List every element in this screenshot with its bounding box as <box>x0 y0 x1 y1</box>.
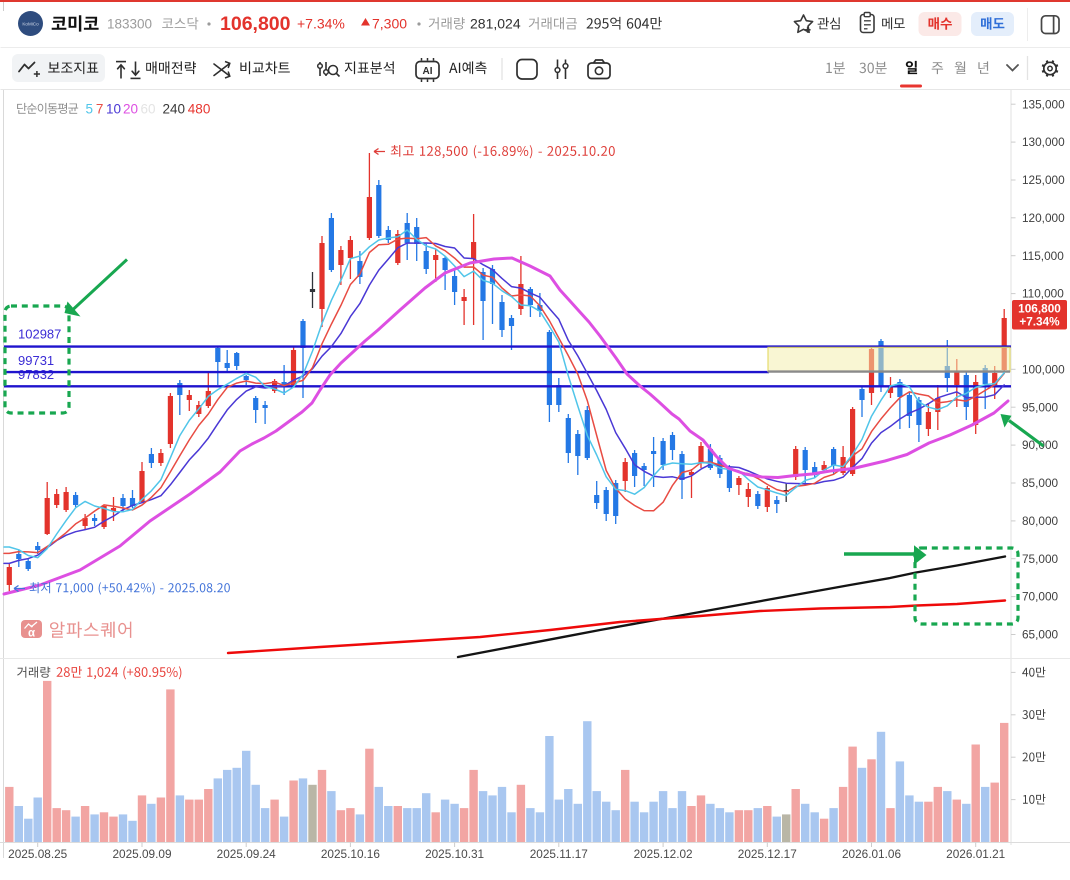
svg-text:5: 5 <box>86 102 94 117</box>
svg-text:480: 480 <box>188 102 211 117</box>
svg-text:+7.34%: +7.34% <box>297 16 345 32</box>
svg-text:281,024: 281,024 <box>470 16 521 32</box>
svg-text:65,000: 65,000 <box>1022 628 1059 642</box>
svg-text:2025.10.31: 2025.10.31 <box>425 847 484 861</box>
svg-text:75,000: 75,000 <box>1022 552 1059 566</box>
svg-text:AI: AI <box>423 66 433 77</box>
svg-text:2025.10.16: 2025.10.16 <box>321 847 380 861</box>
svg-text:7: 7 <box>96 102 104 117</box>
svg-text:100,000: 100,000 <box>1022 362 1065 376</box>
svg-text:2025.09.09: 2025.09.09 <box>112 847 171 861</box>
svg-text:2025.11.17: 2025.11.17 <box>530 847 588 861</box>
svg-text:120,000: 120,000 <box>1022 211 1065 225</box>
svg-text:135,000: 135,000 <box>1022 97 1065 111</box>
svg-text:2025.12.02: 2025.12.02 <box>634 847 693 861</box>
svg-text:2026.01.06: 2026.01.06 <box>842 847 901 861</box>
svg-text:2025.09.24: 2025.09.24 <box>217 847 276 861</box>
svg-text:7,300: 7,300 <box>372 16 407 32</box>
svg-text:KoMiCo: KoMiCo <box>22 22 39 27</box>
svg-text:2025.08.25: 2025.08.25 <box>8 847 67 861</box>
svg-text:2026.01.21: 2026.01.21 <box>946 847 1005 861</box>
svg-text:102987: 102987 <box>18 326 61 341</box>
svg-text:10: 10 <box>106 102 121 117</box>
svg-text:106,800: 106,800 <box>220 13 291 35</box>
svg-text:60: 60 <box>141 102 156 117</box>
svg-text:130,000: 130,000 <box>1022 135 1065 149</box>
svg-text:95,000: 95,000 <box>1022 400 1059 414</box>
svg-text:106,800: 106,800 <box>1018 302 1061 316</box>
svg-text:99731: 99731 <box>18 353 54 368</box>
svg-text:183300: 183300 <box>107 17 152 32</box>
svg-text:2025.12.17: 2025.12.17 <box>738 847 797 861</box>
svg-text:125,000: 125,000 <box>1022 173 1065 187</box>
svg-text:115,000: 115,000 <box>1022 249 1064 263</box>
svg-text:85,000: 85,000 <box>1022 476 1059 490</box>
svg-text:80,000: 80,000 <box>1022 514 1059 528</box>
svg-text:α: α <box>28 628 35 640</box>
svg-text:70,000: 70,000 <box>1022 590 1059 604</box>
svg-text:110,000: 110,000 <box>1022 287 1064 301</box>
svg-text:240: 240 <box>163 102 186 117</box>
svg-text:+7.34%: +7.34% <box>1019 315 1060 329</box>
svg-text:20: 20 <box>123 102 138 117</box>
svg-text:97832: 97832 <box>18 367 54 382</box>
